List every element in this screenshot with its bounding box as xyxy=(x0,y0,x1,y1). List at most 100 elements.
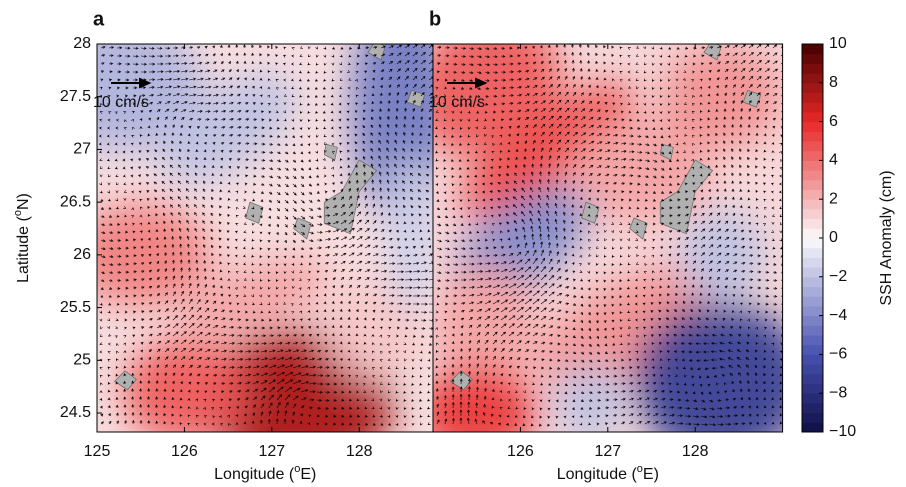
colorbar-tick-label: −2 xyxy=(829,268,847,285)
colorbar-step xyxy=(802,82,823,93)
colorbar-step xyxy=(802,189,823,200)
colorbar: −10 −8 −6 −4 −2 0 2 4 6 8 10 SSH Anomaly (cm) xyxy=(801,35,895,440)
label-superscript: o xyxy=(294,463,300,475)
colorbar-step xyxy=(802,150,823,161)
y-tick-label: 27.5 xyxy=(60,88,91,105)
y-tick-label: 26 xyxy=(73,246,91,263)
colorbar-step xyxy=(802,228,823,239)
x-tick-label: 126 xyxy=(507,443,534,460)
panel: 10 cm/s b 126 127 128 Longitude (oE) xyxy=(429,8,784,483)
vectors xyxy=(434,44,783,427)
colorbar-step xyxy=(802,402,823,414)
field-blob xyxy=(538,266,712,392)
colorbar-tick-label: 8 xyxy=(829,74,838,91)
colorbar-step xyxy=(802,412,823,423)
y-axis-label: Latitude (oN) xyxy=(12,193,32,283)
label-part: N) xyxy=(15,193,32,210)
scale-label: 10 cm/s xyxy=(93,94,149,111)
colorbar-step xyxy=(802,354,823,365)
colorbar-step xyxy=(802,344,823,355)
colorbar-step xyxy=(802,422,823,433)
ssh-field xyxy=(97,44,434,432)
colorbar-step xyxy=(802,199,823,210)
label-part: Longitude ( xyxy=(214,466,295,483)
x-axis-label: Longitude (oE) xyxy=(214,463,316,483)
colorbar-step xyxy=(802,373,823,384)
vector-arrows xyxy=(98,44,434,427)
y-tick-label: 26.5 xyxy=(60,193,91,210)
x-tick-label: 127 xyxy=(594,443,621,460)
x-tick-label: 128 xyxy=(346,443,373,460)
colorbar-tick-label: 6 xyxy=(829,113,838,130)
panel: 10 cm/s a 125 126 127 128 24.5 25 25.5 26 26.5 27 27… xyxy=(60,8,434,483)
colorbar-tick-label: −6 xyxy=(829,346,847,363)
land xyxy=(293,217,312,240)
land xyxy=(629,217,648,240)
colorbar-tick-label: 4 xyxy=(829,152,838,169)
vector-arrows xyxy=(434,44,783,427)
colorbar-step xyxy=(802,208,823,220)
y-tick-label: 24.5 xyxy=(60,404,91,421)
colorbar-step xyxy=(802,393,823,404)
label-part: Longitude ( xyxy=(557,466,638,483)
x-tick-label: 126 xyxy=(171,443,198,460)
colorbar-step xyxy=(802,305,823,317)
colorbar-step xyxy=(802,267,823,278)
y-tick-label: 25.5 xyxy=(60,299,91,316)
colorbar-step xyxy=(802,44,823,55)
land xyxy=(323,143,338,161)
land xyxy=(245,201,264,224)
colorbar-tick-label: −10 xyxy=(829,423,856,440)
colorbar-step xyxy=(802,238,823,249)
field-blob xyxy=(677,208,766,301)
label-part: Latitude ( xyxy=(15,215,32,282)
land xyxy=(113,370,137,391)
colorbar-step xyxy=(802,383,823,394)
label-part: E) xyxy=(643,466,659,483)
colorbar-step xyxy=(802,179,823,190)
y-tick-label: 28 xyxy=(73,35,91,52)
colorbar-step xyxy=(802,315,823,326)
colorbar-step xyxy=(802,63,823,74)
colorbar-step xyxy=(802,276,823,287)
colorbar-tick-label: 0 xyxy=(829,229,838,246)
land xyxy=(581,201,600,224)
x-axis-label: Longitude (oE) xyxy=(557,463,659,483)
colorbar-step xyxy=(802,73,823,84)
colorbar-step xyxy=(802,296,823,307)
x-tick-label: 125 xyxy=(84,443,111,460)
field-blobs xyxy=(433,44,783,432)
field-blob xyxy=(123,339,246,432)
scale-arrow xyxy=(447,77,488,89)
field-blob xyxy=(458,83,635,216)
x-tick-label: 128 xyxy=(682,443,709,460)
panel-label: a xyxy=(93,8,105,30)
field-blob xyxy=(433,44,562,156)
land xyxy=(659,143,674,161)
colorbar-step xyxy=(802,325,823,336)
x-tick-label: 127 xyxy=(258,443,285,460)
colorbar-step xyxy=(802,160,823,171)
colorbar-step xyxy=(802,111,823,123)
panel-label: b xyxy=(429,8,441,30)
colorbar-label: SSH Anomaly (cm) xyxy=(878,170,895,305)
vectors xyxy=(98,44,434,427)
scale-label: 10 cm/s xyxy=(429,94,485,111)
y-tick-label: 25 xyxy=(73,352,91,369)
colorbar-tick-label: 2 xyxy=(829,190,838,207)
colorbar-step xyxy=(802,141,823,152)
y-axis-label-text: Latitude (oN) xyxy=(12,193,32,283)
colorbar-step xyxy=(802,335,823,346)
label-superscript: o xyxy=(637,463,643,475)
colorbar-step xyxy=(802,53,823,64)
colorbar-step xyxy=(802,121,823,132)
y-tick-label: 27 xyxy=(73,141,91,158)
colorbar-step xyxy=(802,257,823,268)
label-part: E) xyxy=(300,466,316,483)
field-blob xyxy=(385,155,434,313)
colorbar-tick-label: −8 xyxy=(829,384,847,401)
label-superscript: o xyxy=(12,210,24,216)
field-blob xyxy=(433,263,538,395)
field-blob xyxy=(159,72,297,184)
